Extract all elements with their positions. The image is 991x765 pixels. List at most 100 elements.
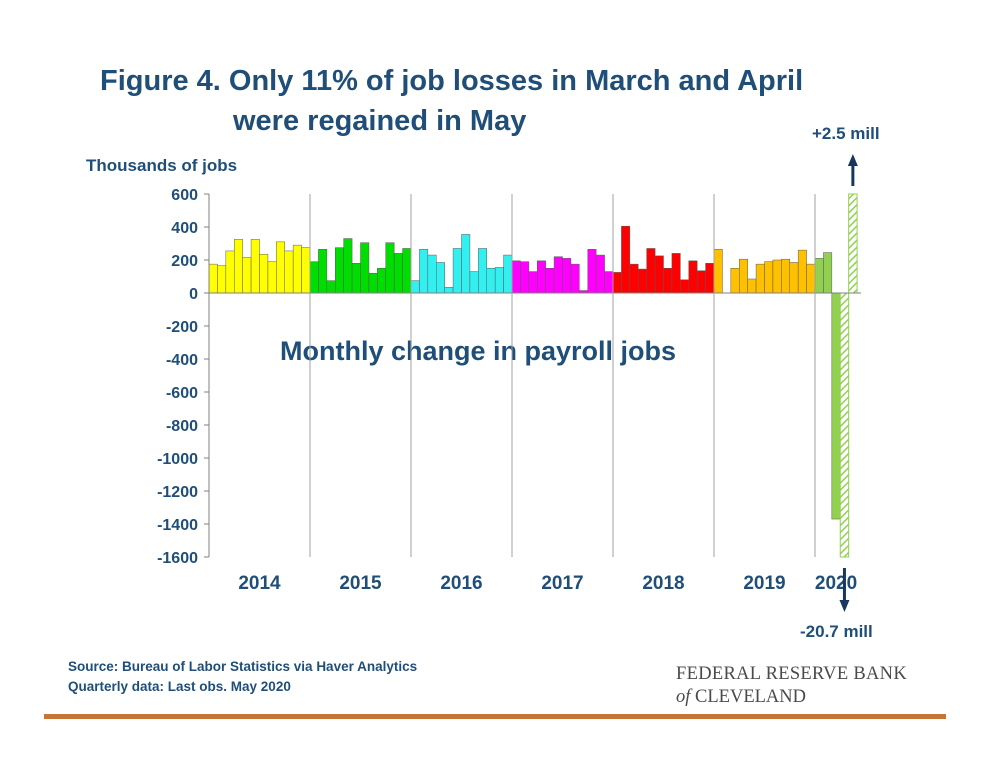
x-tick-label-2015: 2015 (339, 573, 382, 594)
bar-2015-02 (318, 249, 328, 294)
bar-2018-07 (663, 268, 673, 294)
bar-2017-05 (545, 268, 555, 294)
bar-2019-09 (781, 258, 791, 294)
logo-line-2: of CLEVELAND (676, 687, 916, 708)
bar-2016-11 (494, 267, 504, 294)
bar-2016-07 (461, 234, 471, 294)
bar-2020-03 (831, 292, 841, 520)
bar-2019-12 (806, 263, 816, 294)
annotation-top: +2.5 mill (812, 124, 880, 143)
y-tick-label: -400 (166, 352, 198, 369)
bar-2016-05 (444, 286, 454, 294)
bar-2017-03 (528, 271, 538, 294)
arrow-up-head-icon (847, 154, 858, 166)
inner-chart-label: Monthly change in payroll jobs (280, 336, 677, 366)
bar-2019-08 (772, 259, 782, 294)
bar-2018-03 (629, 263, 639, 294)
bar-2014-03 (225, 250, 235, 294)
bar-2014-07 (259, 253, 269, 294)
bar-2016-12 (503, 254, 513, 294)
bar-2017-06 (553, 256, 563, 294)
source-note: Source: Bureau of Labor Statistics via H… (68, 657, 417, 697)
bar-2015-06 (351, 263, 361, 294)
y-tick-label: 600 (171, 187, 198, 204)
bar-2015-12 (402, 248, 412, 294)
bar-2016-09 (478, 248, 487, 294)
y-tick-label: 200 (171, 253, 198, 270)
bar-2014-11 (292, 244, 302, 294)
bar-2015-05 (343, 238, 353, 294)
x-tick-label-2019: 2019 (743, 573, 785, 594)
logo-line-1: FEDERAL RESERVE BANK (676, 664, 907, 684)
annotation-bottom: -20.7 mill (800, 622, 873, 641)
y-tick-label: -600 (166, 385, 198, 402)
bar-2017-11 (595, 254, 605, 294)
bar-2018-10 (688, 260, 698, 294)
bar-2020-04 (839, 292, 850, 558)
bar-2015-09 (377, 268, 386, 294)
y-tick-label: -1400 (157, 517, 198, 534)
bar-2018-08 (671, 253, 681, 294)
bar-2015-03 (326, 280, 336, 294)
y-tick-label: 0 (189, 286, 198, 303)
bar-2018-11 (696, 270, 706, 294)
arrow-down-head-icon (839, 600, 850, 612)
bar-2017-12 (604, 271, 614, 294)
bar-2020-02 (823, 252, 833, 294)
bar-2014-01 (208, 263, 218, 294)
bar-2019-03 (730, 268, 740, 294)
source-line: Source: Bureau of Labor Statistics via H… (68, 659, 418, 674)
bar-2017-10 (587, 249, 597, 294)
bar-2018-05 (646, 248, 656, 294)
bar-2017-01 (511, 260, 521, 294)
x-tick-label-2017: 2017 (541, 573, 583, 594)
bar-2014-12 (301, 247, 311, 294)
bar-2016-08 (469, 271, 479, 294)
bar-2019-07 (764, 261, 774, 294)
y-axis-label: Thousands of jobs (86, 156, 238, 175)
bar-2018-12 (705, 263, 715, 294)
bar-2016-06 (452, 248, 462, 294)
bar-2014-04 (234, 239, 243, 294)
y-tick-label: -1000 (157, 451, 198, 468)
bar-2014-05 (242, 257, 252, 294)
y-tick-label: -1600 (157, 550, 198, 567)
bar-2016-10 (486, 268, 496, 294)
bar-2015-11 (393, 253, 403, 294)
title-line-1: Figure 4. Only 11% of job losses in Marc… (100, 65, 804, 97)
bar-2014-10 (284, 250, 294, 294)
bar-2014-09 (276, 241, 285, 294)
bar-2016-04 (436, 262, 445, 294)
bar-2018-06 (654, 255, 664, 294)
bar-2015-01 (309, 261, 319, 294)
bar-2015-10 (385, 242, 395, 294)
y-tick-label: -800 (166, 418, 198, 435)
bar-2019-05 (747, 278, 757, 294)
x-tick-label-2018: 2018 (642, 573, 684, 594)
data-note-line: Quarterly data: Last obs. May 2020 (68, 679, 291, 694)
bar-2016-01 (410, 280, 420, 294)
bar-2015-04 (335, 247, 344, 294)
bar-2017-02 (520, 261, 530, 294)
bar-2018-01 (612, 272, 622, 294)
x-tick-label-2020: 2020 (815, 573, 857, 594)
x-tick-label-2016: 2016 (440, 573, 482, 594)
bar-2019-06 (755, 263, 765, 294)
bar-2016-02 (419, 249, 429, 294)
y-tick-label: 400 (171, 220, 198, 237)
bar-2017-04 (537, 260, 546, 294)
y-tick-label: -1200 (157, 484, 198, 501)
bar-2017-08 (570, 263, 580, 294)
x-tick-label-2014: 2014 (238, 573, 281, 594)
bar-2015-07 (360, 242, 370, 294)
logo-of: of (676, 687, 691, 707)
bar-2019-10 (789, 262, 799, 294)
bar-2019-01 (713, 249, 723, 294)
bar-2018-04 (638, 268, 647, 294)
fed-cleveland-logo: FEDERAL RESERVE BANK of CLEVELAND (676, 664, 916, 716)
bar-2016-03 (427, 254, 437, 294)
bar-2019-04 (739, 258, 748, 294)
bar-2017-07 (562, 258, 572, 294)
footer-rule (44, 714, 946, 719)
